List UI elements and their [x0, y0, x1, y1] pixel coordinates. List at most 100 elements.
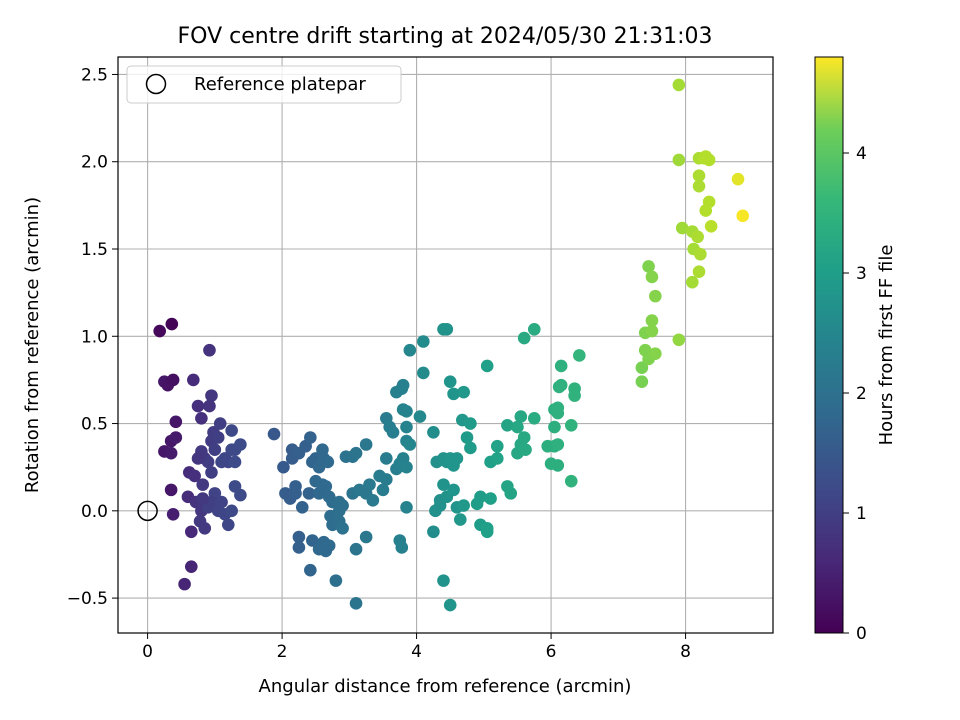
data-points	[153, 78, 750, 612]
data-point	[211, 431, 225, 444]
data-point	[437, 478, 450, 491]
data-point	[464, 441, 477, 455]
data-point	[302, 487, 316, 500]
data-point	[359, 438, 373, 451]
colorbar-gradient	[814, 56, 844, 634]
y-axis-label: Rotation from reference (arcmin)	[22, 197, 43, 493]
data-point	[649, 289, 662, 303]
y-tick-label: 1.5	[81, 240, 108, 260]
data-point	[480, 359, 494, 373]
data-point	[306, 534, 319, 547]
plot-frame	[117, 56, 774, 634]
x-tick-label: 6	[546, 642, 557, 662]
data-point	[234, 488, 247, 502]
x-tick-label: 0	[142, 642, 153, 662]
data-point	[731, 172, 745, 186]
data-point	[196, 478, 210, 491]
data-point	[551, 459, 565, 472]
data-point	[400, 405, 413, 418]
data-point	[164, 446, 178, 460]
x-axis-ticks: 0 2 4 6 8	[142, 633, 691, 662]
y-tick-label: −0.5	[67, 589, 108, 609]
data-point	[400, 420, 413, 434]
x-tick-label: 8	[680, 642, 691, 662]
plot-frame-bg	[118, 57, 773, 633]
data-point	[447, 387, 460, 401]
data-point	[376, 483, 390, 497]
data-point	[380, 452, 393, 465]
data-point	[460, 431, 474, 444]
colorbar-tick-label: 3	[856, 264, 867, 284]
data-point	[292, 530, 306, 544]
data-point	[552, 380, 566, 394]
data-point	[349, 542, 363, 556]
data-point	[396, 378, 410, 392]
data-point	[349, 446, 363, 460]
data-point	[568, 389, 581, 402]
data-point	[191, 399, 205, 413]
data-point	[319, 480, 333, 493]
data-point	[403, 438, 417, 451]
data-point	[686, 275, 699, 289]
data-point	[443, 598, 457, 612]
y-axis-ticks: −0.5 0.0 0.5 1.0 1.5 2.0 2.5	[67, 65, 118, 609]
colorbar-tick-label: 1	[856, 504, 867, 524]
data-point	[169, 431, 183, 444]
data-point	[304, 563, 317, 577]
plot-area: 0 2 4 6 8 −0.5 0.0 0.5 1.0 1.5 2.0 2.5	[67, 56, 774, 662]
data-point	[554, 359, 568, 373]
data-point	[267, 427, 281, 441]
data-point	[277, 460, 290, 474]
data-point	[514, 410, 528, 423]
data-point	[165, 317, 179, 331]
data-point	[692, 265, 706, 278]
y-tick-label: 2.5	[81, 65, 108, 85]
x-tick-label: 2	[277, 642, 288, 662]
data-point	[166, 508, 180, 521]
data-point	[635, 361, 649, 374]
data-point	[429, 504, 442, 518]
data-point	[672, 78, 686, 92]
data-point	[484, 492, 497, 505]
data-point	[205, 389, 218, 402]
data-point	[645, 324, 659, 338]
data-point	[295, 501, 309, 514]
data-point	[322, 539, 336, 553]
data-point	[225, 504, 238, 518]
data-point	[551, 438, 565, 451]
data-point	[395, 541, 409, 554]
data-point	[573, 349, 586, 362]
data-point	[185, 525, 198, 539]
data-point	[403, 343, 417, 357]
data-point	[450, 452, 464, 465]
data-point	[321, 455, 335, 469]
data-point	[386, 425, 400, 439]
data-point	[349, 597, 363, 610]
data-point	[188, 469, 201, 483]
data-point	[564, 418, 578, 432]
data-point	[225, 424, 238, 437]
colorbar: 0 1 2 3 4 Hours from first FF file	[814, 56, 897, 644]
data-point	[169, 415, 183, 429]
data-point	[203, 399, 216, 413]
y-tick-label: 0.0	[81, 502, 108, 522]
colorbar-label: Hours from first FF file	[876, 245, 897, 446]
data-point	[457, 499, 470, 512]
data-point	[474, 490, 487, 504]
data-point	[453, 513, 467, 526]
data-point	[464, 417, 477, 430]
data-point	[642, 260, 655, 273]
legend-label: Reference platepar	[194, 74, 366, 95]
data-point	[201, 455, 215, 469]
reference-marker	[137, 500, 158, 522]
data-point	[480, 525, 494, 539]
data-point	[649, 347, 662, 361]
data-point	[221, 518, 235, 532]
data-point	[692, 179, 706, 193]
y-tick-label: 2.0	[81, 153, 108, 173]
data-point	[289, 487, 302, 500]
data-point	[213, 417, 227, 430]
data-point	[185, 560, 198, 573]
data-point	[191, 452, 205, 465]
data-point	[208, 443, 222, 457]
